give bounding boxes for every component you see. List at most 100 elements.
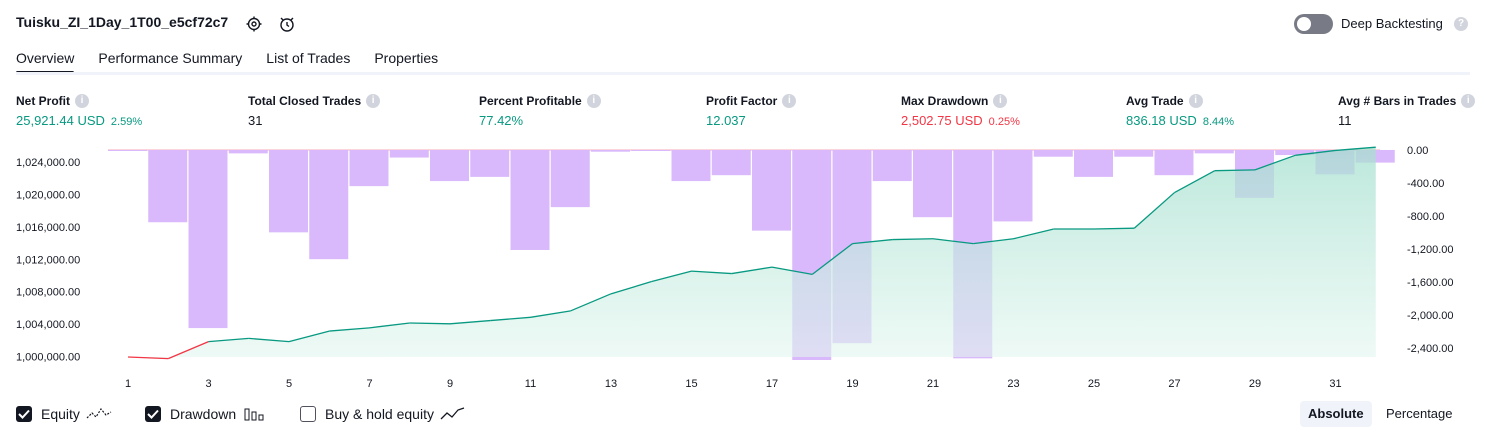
tab-divider [16, 72, 1470, 75]
x-axis-tick: 31 [1329, 378, 1341, 390]
x-axis-tick: 15 [685, 378, 697, 390]
equity-checkbox[interactable] [16, 406, 32, 422]
drawdown-bar [389, 150, 429, 158]
equity-line-segment [1013, 228, 1054, 240]
equity-line-segment [490, 316, 531, 322]
equity-drawdown-chart[interactable]: 1,000,000.00 1,004,000.00 1,008,000.00 1,01… [0, 140, 1486, 395]
drawdown-bar [470, 150, 510, 177]
drawdown-bar [148, 150, 188, 223]
right-axis-tick: 0.00 [1407, 145, 1428, 157]
x-axis-tick: 13 [605, 378, 617, 390]
metric-value: 836.18 USD [1126, 113, 1197, 128]
legend-drawdown[interactable]: Drawdown [145, 403, 266, 425]
x-axis-tick: 21 [927, 378, 939, 390]
equity-line-segment [1295, 149, 1336, 156]
drawdown-bar [1275, 150, 1315, 156]
metric-percent: 2.59% [110, 116, 143, 128]
metric-max-drawdown: Max Drawdown i 2,502.75 USD 0.25% [901, 94, 1020, 128]
equity-line-segment [691, 270, 732, 275]
drawdown-bar [510, 150, 550, 250]
equity-line-segment [288, 330, 330, 343]
equity-line-segment [892, 238, 934, 241]
metric-total-closed-trades: Total Closed Trades i 31 [248, 94, 381, 128]
legend-equity[interactable]: Equity [16, 403, 112, 425]
equity-line-segment [932, 238, 974, 245]
deep-backtesting-toggle[interactable] [1294, 14, 1333, 34]
equity-line-segment [530, 310, 571, 318]
equity-area [128, 147, 1376, 359]
left-axis-tick: 1,000,000.00 [16, 352, 80, 364]
metric-percent-profitable: Percent Profitable i 77.42% [479, 94, 601, 128]
buy-hold-checkbox[interactable] [300, 406, 316, 422]
metric-label: Percent Profitable [479, 94, 582, 108]
metric-label: Profit Factor [706, 94, 778, 108]
drawdown-bar [993, 150, 1033, 222]
legend-label: Buy & hold equity [325, 406, 434, 422]
metric-avg-trade: Avg Trade i 836.18 USD 8.44% [1126, 94, 1234, 128]
tab-properties[interactable]: Properties [374, 50, 439, 66]
strategy-title: Tuisku_ZI_1Day_1T00_e5cf72c7 [16, 14, 229, 30]
absolute-button[interactable]: Absolute [1300, 401, 1372, 427]
legend-label: Drawdown [170, 406, 237, 422]
info-icon[interactable]: i [1461, 94, 1476, 108]
info-icon[interactable]: i [782, 94, 797, 108]
equity-line-segment [610, 281, 652, 295]
metric-value: 2,502.75 USD [901, 113, 983, 128]
equity-line-segment [570, 293, 612, 312]
legend-label: Equity [41, 406, 80, 422]
x-axis-tick: 7 [366, 378, 372, 390]
metric-label: Net Profit [16, 94, 70, 108]
x-axis-tick: 23 [1007, 378, 1019, 390]
equity-line-segment [811, 243, 853, 275]
drawdown-bar [1154, 150, 1194, 176]
legend-buy-hold[interactable]: Buy & hold equity [300, 403, 466, 425]
right-axis-tick: -800.00 [1407, 211, 1444, 223]
tab-list-of-trades[interactable]: List of Trades [266, 50, 351, 66]
metric-profit-factor: Profit Factor i 12.037 [706, 94, 797, 128]
right-axis-tick: -1,200.00 [1407, 244, 1453, 256]
metric-label: Total Closed Trades [248, 94, 362, 108]
metric-percent: 8.44% [1202, 116, 1235, 128]
metric-percent: 0.25% [988, 116, 1020, 128]
right-axis-tick: -400.00 [1407, 178, 1444, 190]
metric-value: 31 [248, 113, 263, 128]
info-icon[interactable]: i [1188, 94, 1203, 108]
drawdown-bar [349, 150, 389, 187]
metric-net-profit: Net Profit i 25,921.44 USD 2.59% [16, 94, 142, 128]
gear-icon[interactable] [243, 13, 265, 35]
x-axis-tick: 19 [846, 378, 858, 390]
deep-backtesting-label: Deep Backtesting [1341, 16, 1443, 31]
drawdown-bar [872, 150, 912, 182]
drawdown-bar [1074, 150, 1113, 177]
left-axis-tick: 1,008,000.00 [16, 287, 80, 299]
drawdown-bar [188, 150, 228, 329]
drawdown-bars-icon [244, 408, 264, 421]
equity-line-segment [852, 238, 893, 245]
drawdown-bar [228, 150, 268, 154]
help-icon[interactable]: ? [1454, 17, 1468, 31]
percentage-button[interactable]: Percentage [1386, 406, 1453, 421]
metric-label: Avg Trade [1126, 94, 1184, 108]
refresh-icon[interactable] [276, 13, 298, 35]
tab-overview[interactable]: Overview [16, 48, 86, 74]
metric-label: Max Drawdown [901, 94, 989, 108]
equity-line-segment [731, 266, 773, 275]
x-axis-tick: 1 [125, 378, 131, 390]
buy-hold-line-icon [440, 407, 465, 420]
equity-line-segment [369, 322, 410, 329]
info-icon[interactable]: i [993, 94, 1008, 108]
right-axis-tick: -1,600.00 [1407, 277, 1453, 289]
left-axis-tick: 1,016,000.00 [16, 222, 80, 234]
drawdown-bar [108, 150, 147, 151]
tab-performance-summary[interactable]: Performance Summary [98, 50, 243, 66]
drawdown-bar [591, 150, 630, 152]
drawdown-checkbox[interactable] [145, 406, 161, 422]
tab-bar: Overview Performance Summary List of Tra… [16, 48, 450, 74]
drawdown-bar [671, 150, 711, 182]
left-axis-tick: 1,020,000.00 [16, 190, 80, 202]
equity-line-segment [651, 270, 692, 283]
drawdown-bar [550, 150, 590, 208]
info-icon[interactable]: i [366, 94, 381, 108]
info-icon[interactable]: i [75, 94, 89, 108]
info-icon[interactable]: i [586, 94, 601, 108]
